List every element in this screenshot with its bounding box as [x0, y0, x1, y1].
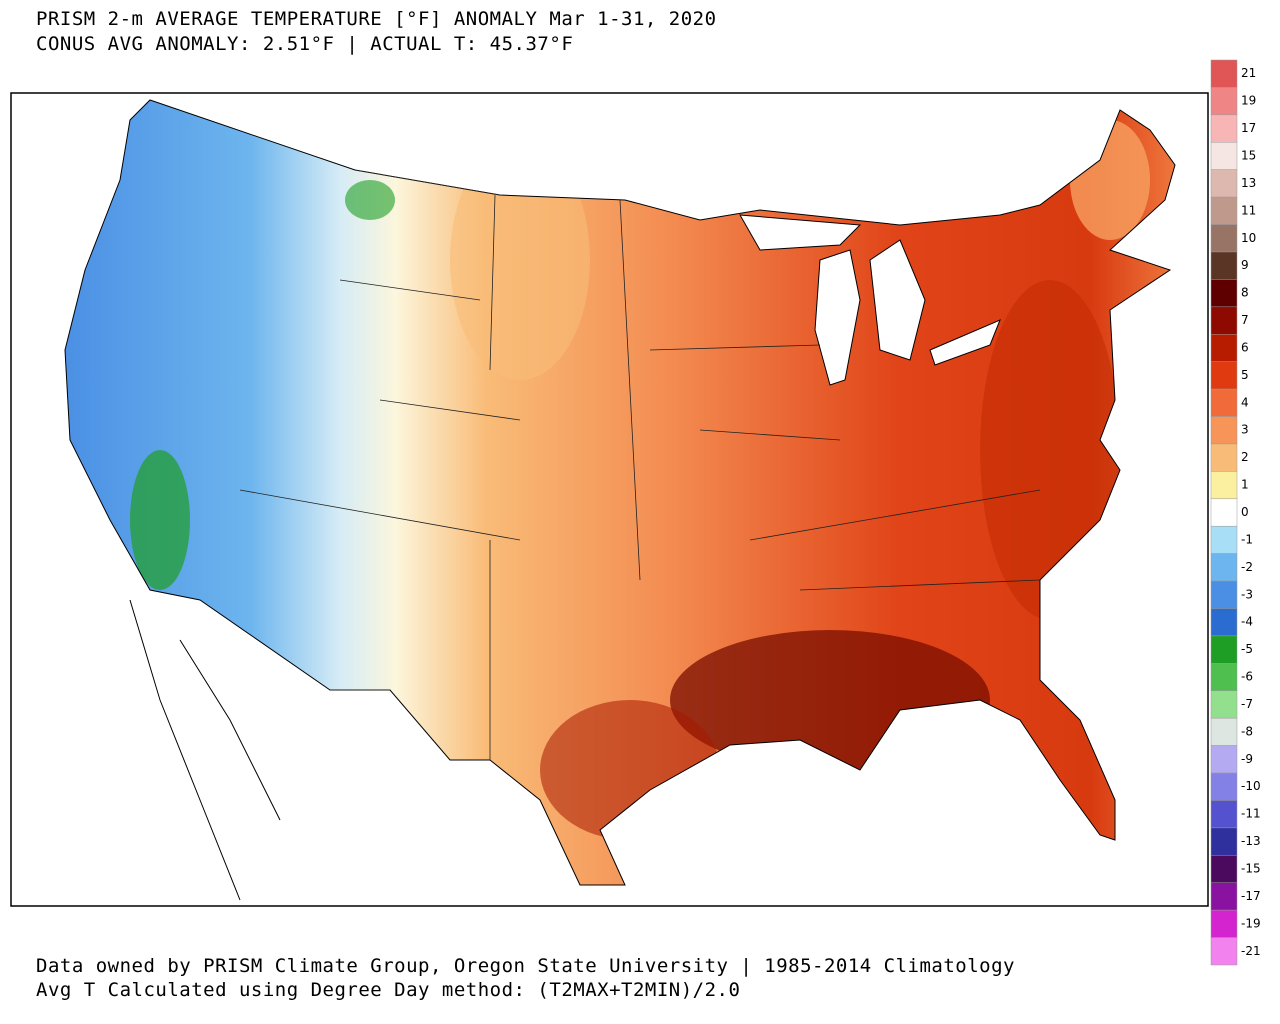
- color-box: [1210, 279, 1238, 308]
- color-label: -11: [1241, 807, 1261, 821]
- color-box: [1210, 306, 1238, 335]
- cold-core: [130, 450, 190, 590]
- color-label: 3: [1241, 423, 1249, 437]
- color-box: [1210, 855, 1238, 883]
- great-lakes: [739, 214, 1001, 386]
- color-box: [1210, 333, 1238, 362]
- color-label: -3: [1241, 587, 1253, 601]
- color-label: -1: [1241, 532, 1253, 546]
- color-box: [1210, 663, 1238, 692]
- color-bar: 211917151311109876543210-1-2-3-4-5-6-7-8…: [1210, 59, 1261, 966]
- state-lines: [239, 169, 1041, 760]
- color-label: 5: [1241, 368, 1249, 382]
- color-box: [1210, 690, 1238, 719]
- color-box: [1210, 142, 1238, 170]
- color-box: [1210, 800, 1238, 829]
- color-box: [1210, 114, 1238, 143]
- color-box: [1210, 471, 1238, 500]
- color-label: -19: [1241, 916, 1261, 930]
- color-box: [1210, 909, 1238, 938]
- color-box: [1210, 580, 1238, 609]
- color-label: 2: [1241, 450, 1249, 464]
- color-label: -13: [1241, 834, 1261, 848]
- color-label: 7: [1241, 313, 1249, 327]
- color-box: [1210, 498, 1238, 527]
- color-label: 4: [1241, 395, 1249, 409]
- color-label: 8: [1241, 286, 1249, 300]
- color-label: -2: [1241, 560, 1253, 574]
- color-box: [1210, 416, 1238, 445]
- footer-line: Data owned by PRISM Climate Group, Orego…: [36, 955, 1015, 977]
- color-label: 11: [1241, 203, 1256, 217]
- color-box: [1210, 635, 1238, 664]
- color-box: [1210, 443, 1238, 472]
- color-box: [1210, 745, 1238, 774]
- color-box: [1210, 882, 1238, 911]
- color-box: [1210, 937, 1238, 966]
- color-box: [1210, 361, 1238, 390]
- color-box: [1210, 717, 1238, 746]
- color-label: -7: [1241, 697, 1253, 711]
- mexico-coast: [129, 599, 281, 901]
- color-box: [1210, 59, 1238, 88]
- color-box: [1210, 224, 1238, 253]
- color-label: 15: [1241, 148, 1256, 162]
- color-box: [1210, 827, 1238, 856]
- color-label: 17: [1241, 121, 1256, 135]
- color-box: [1210, 388, 1238, 417]
- warm-patch: [450, 140, 590, 380]
- color-label: 21: [1241, 66, 1256, 80]
- footer-line: Avg T Calculated using Degree Day method…: [36, 979, 740, 1001]
- color-label: -15: [1241, 862, 1261, 876]
- color-label: -5: [1241, 642, 1253, 656]
- color-label: -21: [1241, 944, 1261, 958]
- color-box: [1210, 553, 1238, 582]
- color-label: -17: [1241, 889, 1261, 903]
- color-box: [1210, 608, 1238, 637]
- map-title: PRISM 2-m AVERAGE TEMPERATURE [°F] ANOMA…: [36, 8, 717, 30]
- cold-core: [345, 180, 395, 220]
- color-label: 1: [1241, 478, 1249, 492]
- map-frame: [10, 92, 1209, 907]
- color-label: -6: [1241, 670, 1253, 684]
- color-box: [1210, 251, 1238, 280]
- color-label: 0: [1241, 505, 1249, 519]
- color-label: 6: [1241, 340, 1249, 354]
- color-label: 10: [1241, 231, 1256, 245]
- color-label: 13: [1241, 176, 1256, 190]
- color-box: [1210, 169, 1238, 198]
- color-box: [1210, 772, 1238, 801]
- color-label: -9: [1241, 752, 1253, 766]
- color-label: -8: [1241, 724, 1253, 738]
- map-subtitle: CONUS AVG ANOMALY: 2.51°F | ACTUAL T: 45…: [36, 33, 573, 55]
- color-box: [1210, 196, 1238, 225]
- color-label: 19: [1241, 94, 1256, 108]
- color-label: -4: [1241, 615, 1253, 629]
- color-box: [1210, 87, 1238, 116]
- color-box: [1210, 525, 1238, 554]
- color-label: 9: [1241, 258, 1249, 272]
- color-label: -10: [1241, 779, 1261, 793]
